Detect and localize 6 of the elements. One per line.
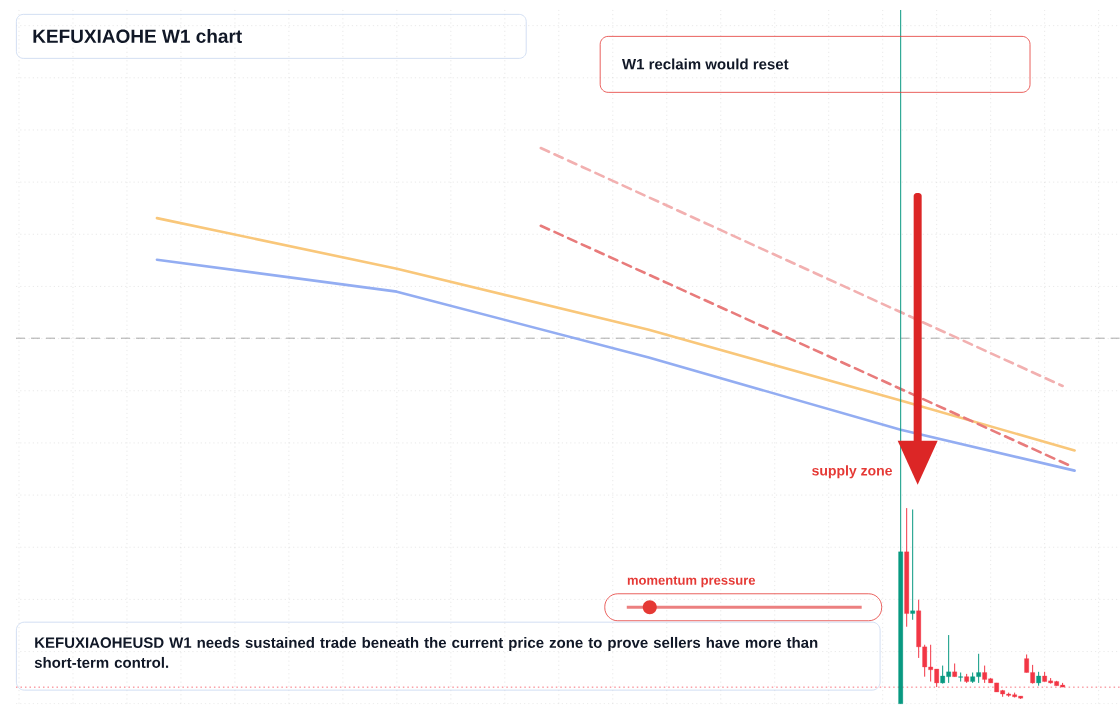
annotation: W1 reclaim would reset: [621, 58, 789, 70]
annotation: momentum pressure: [627, 576, 756, 588]
annotation: supply zone: [812, 465, 892, 479]
annotation: KEFUXIAOHEUSD W1 needs sustained trade beneath the current price zone to prove sellers have more than short-term control.: [34, 637, 818, 669]
candlestick: [910, 509, 915, 621]
text: KEFUXIAOHE W1 chart: [33, 29, 242, 44]
